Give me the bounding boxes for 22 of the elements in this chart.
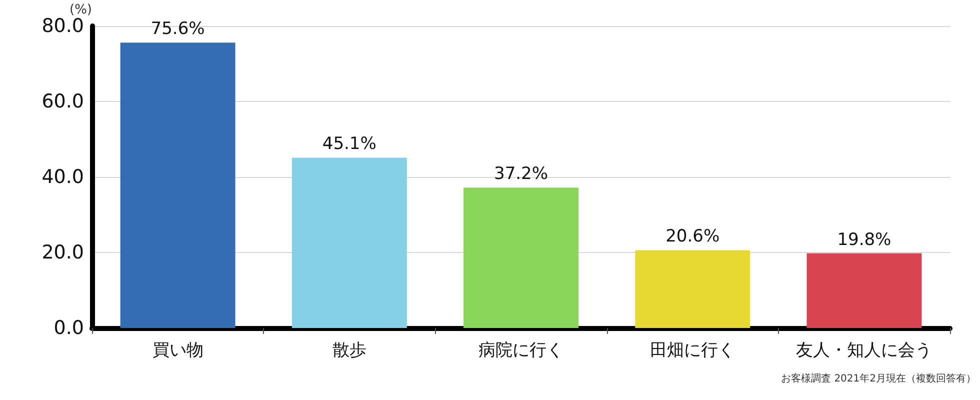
y-tick-label: 80.0 [42,15,84,37]
bar [292,158,407,328]
x-tick-label: 田畑に行く [650,340,736,360]
y-tick-label: 20.0 [42,242,84,264]
x-tick-label: 友人・知人に会う [796,340,932,360]
text: お客様調査 2021年2月現在（複数回答有） [781,372,976,384]
data-label: 19.8% [837,230,892,250]
y-tick-label: 60.0 [42,90,84,112]
data-label: 20.6% [666,226,720,247]
y-tick-label: 0.0 [54,317,84,339]
bar [806,253,922,328]
bar [635,250,750,328]
x-tick-label: 病院に行く [478,340,564,360]
data-label: 37.2% [494,164,548,184]
data-label: 45.1% [322,134,376,154]
y-axis-title: (%) [70,2,92,18]
x-tick-label: 散歩 [332,340,366,360]
x-tick-label: 買い物 [152,340,204,360]
bar [464,188,578,328]
y-tick-label: 40.0 [42,166,84,188]
bar [120,42,236,328]
data-label: 75.6% [150,19,205,40]
